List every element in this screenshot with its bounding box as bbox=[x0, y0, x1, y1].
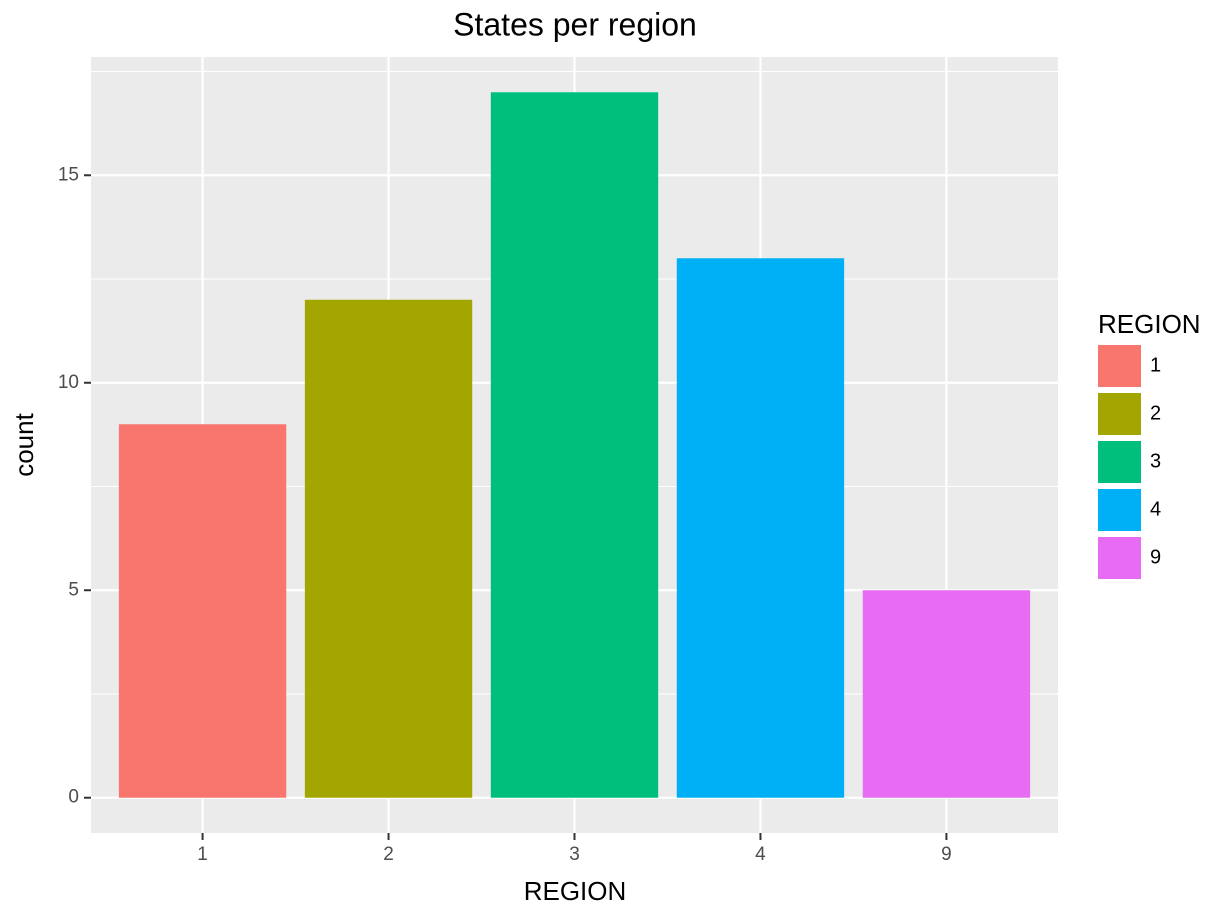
y-tick-label: 15 bbox=[58, 164, 79, 185]
legend-key bbox=[1098, 441, 1141, 483]
legend-label: 4 bbox=[1150, 498, 1161, 520]
legend-label: 9 bbox=[1150, 546, 1161, 568]
legend-key bbox=[1098, 345, 1141, 387]
x-tick-label: 1 bbox=[197, 844, 208, 865]
bar bbox=[490, 92, 659, 798]
legend-title: REGION bbox=[1098, 309, 1201, 339]
bar bbox=[304, 299, 473, 798]
x-tick-label: 2 bbox=[383, 844, 394, 865]
x-axis-title: REGION bbox=[524, 876, 627, 906]
x-tick-label: 3 bbox=[569, 844, 580, 865]
legend-label: 2 bbox=[1150, 402, 1161, 424]
legend-label: 1 bbox=[1150, 354, 1161, 376]
legend-key bbox=[1098, 537, 1141, 579]
bar bbox=[862, 590, 1031, 798]
legend-key bbox=[1098, 393, 1141, 435]
bar bbox=[676, 258, 845, 798]
y-tick-label: 10 bbox=[58, 372, 79, 393]
y-axis-title: count bbox=[9, 412, 39, 476]
legend-label: 3 bbox=[1150, 450, 1161, 472]
y-tick-label: 0 bbox=[68, 787, 79, 808]
y-tick-label: 5 bbox=[68, 579, 79, 600]
x-tick-label: 9 bbox=[941, 844, 952, 865]
x-tick-label: 4 bbox=[755, 844, 766, 865]
bar bbox=[118, 424, 287, 798]
chart-title: States per region bbox=[453, 6, 697, 42]
legend-key bbox=[1098, 489, 1141, 531]
